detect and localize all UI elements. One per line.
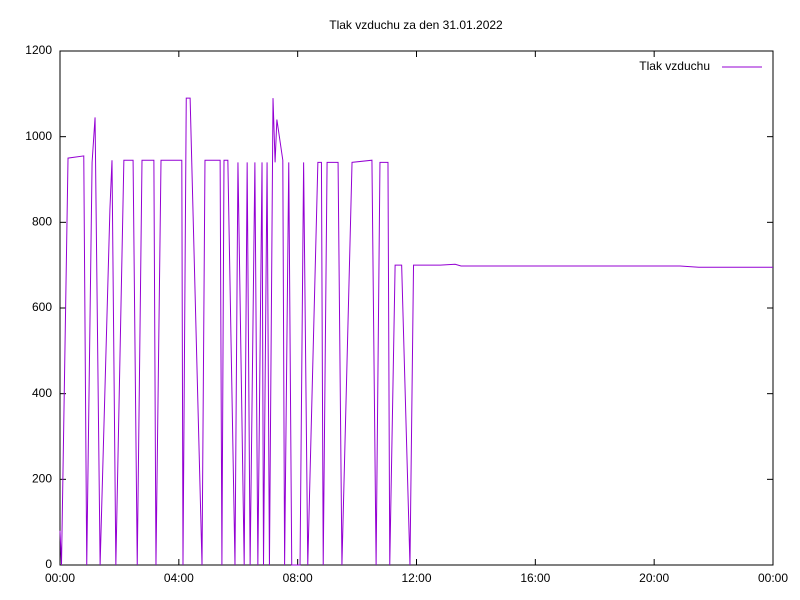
x-tick-label: 16:00 — [520, 571, 550, 585]
x-tick-label: 04:00 — [164, 571, 194, 585]
x-tick-label: 00:00 — [758, 571, 788, 585]
legend-label: Tlak vzduchu — [639, 59, 710, 73]
chart-title: Tlak vzduchu za den 31.01.2022 — [329, 18, 503, 32]
y-tick-label: 800 — [32, 215, 52, 229]
plot-border — [59, 50, 774, 566]
x-tick-label: 00:00 — [45, 571, 75, 585]
x-tick-label: 20:00 — [639, 571, 669, 585]
y-tick-label: 0 — [45, 557, 52, 571]
y-tick-label: 1200 — [25, 43, 52, 57]
y-tick-label: 400 — [32, 386, 52, 400]
x-tick-label: 12:00 — [401, 571, 431, 585]
data-line — [59, 97, 773, 566]
y-tick-label: 600 — [32, 300, 52, 314]
y-tick-label: 1000 — [25, 129, 52, 143]
x-tick-label: 08:00 — [283, 571, 313, 585]
y-tick-label: 200 — [32, 472, 52, 486]
